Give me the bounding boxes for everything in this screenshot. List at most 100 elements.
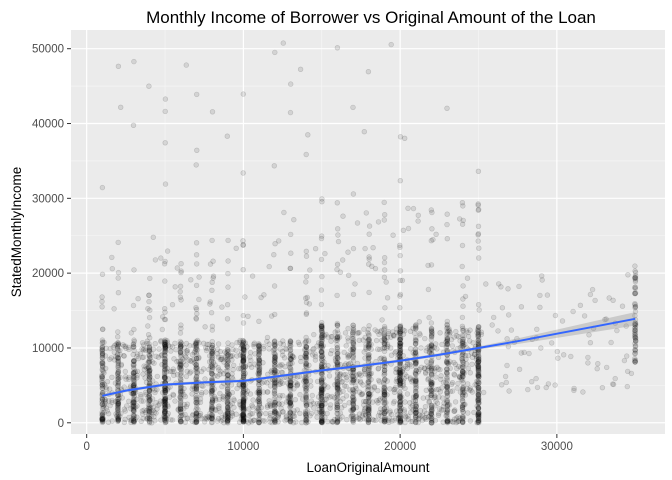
data-point [178,261,184,267]
data-point [230,346,236,353]
data-point [117,104,124,111]
data-point [449,388,456,394]
data-point [134,414,140,420]
data-point [396,415,402,422]
data-point [152,418,158,424]
data-point [117,413,123,420]
data-point [121,384,128,390]
data-point [241,373,247,379]
data-point [145,323,151,329]
data-point [328,333,334,340]
data-point [366,338,372,344]
data-point [132,369,138,375]
data-point [108,355,114,361]
data-point [370,245,376,251]
data-point [312,351,318,357]
data-point [240,353,247,360]
data-point [256,370,263,376]
data-point [162,375,168,381]
data-point [433,374,439,380]
data-point [545,381,552,387]
data-point [102,353,109,359]
data-point [352,281,358,287]
data-point [318,287,325,293]
data-point [365,406,371,412]
data-point [408,346,414,352]
data-point [423,387,429,393]
data-point [425,375,432,382]
data-point [162,408,168,415]
data-point [121,419,128,426]
data-point [290,410,296,417]
data-point [135,296,141,302]
data-point [134,353,140,360]
data-point [476,307,482,313]
data-point [303,279,309,285]
data-point [475,356,482,362]
data-point [303,348,310,355]
data-point [271,252,277,258]
data-point [465,352,471,359]
data-point [237,339,243,345]
data-point [165,376,172,382]
data-point [122,368,129,375]
data-point [483,281,489,287]
data-point [322,382,328,388]
data-point [451,408,458,414]
data-point [334,200,340,206]
data-point [162,309,168,315]
data-point [192,340,199,346]
data-point [350,374,356,380]
data-point [198,368,205,375]
data-point [167,344,173,350]
data-point [568,353,574,360]
data-point [271,350,277,356]
data-point [146,358,152,364]
data-point [209,279,215,285]
data-point [239,412,245,418]
data-point [389,418,395,424]
data-point [329,393,335,400]
data-point [110,344,117,350]
data-point [154,386,160,393]
data-point [462,293,469,300]
data-point [113,354,119,360]
data-point [319,196,325,202]
data-point [444,331,450,337]
data-point [104,408,111,414]
data-point [130,351,136,358]
data-point [131,390,137,396]
data-point [475,393,482,399]
data-point [220,417,226,423]
data-point [356,329,362,336]
data-point [297,66,304,73]
data-point [461,389,468,395]
data-point [476,206,482,213]
data-point [303,412,309,419]
data-point [460,409,466,415]
data-point [311,346,317,352]
data-point [409,379,415,385]
data-point [209,109,216,115]
data-point [241,364,247,370]
data-point [383,337,389,344]
data-point [380,395,386,401]
data-point [365,372,371,378]
data-point [189,418,195,424]
scatter-points [99,40,639,426]
data-point [320,343,326,349]
data-point [317,400,323,406]
data-point [184,347,191,354]
data-point [178,269,184,276]
data-point [284,380,291,386]
data-point [251,343,257,350]
data-point [195,400,201,406]
data-point [376,377,382,384]
data-point [400,381,406,387]
data-point [424,345,430,351]
data-point [366,366,372,373]
data-point [193,385,200,391]
data-point [427,347,433,353]
data-point [239,342,245,349]
data-point [350,291,357,298]
